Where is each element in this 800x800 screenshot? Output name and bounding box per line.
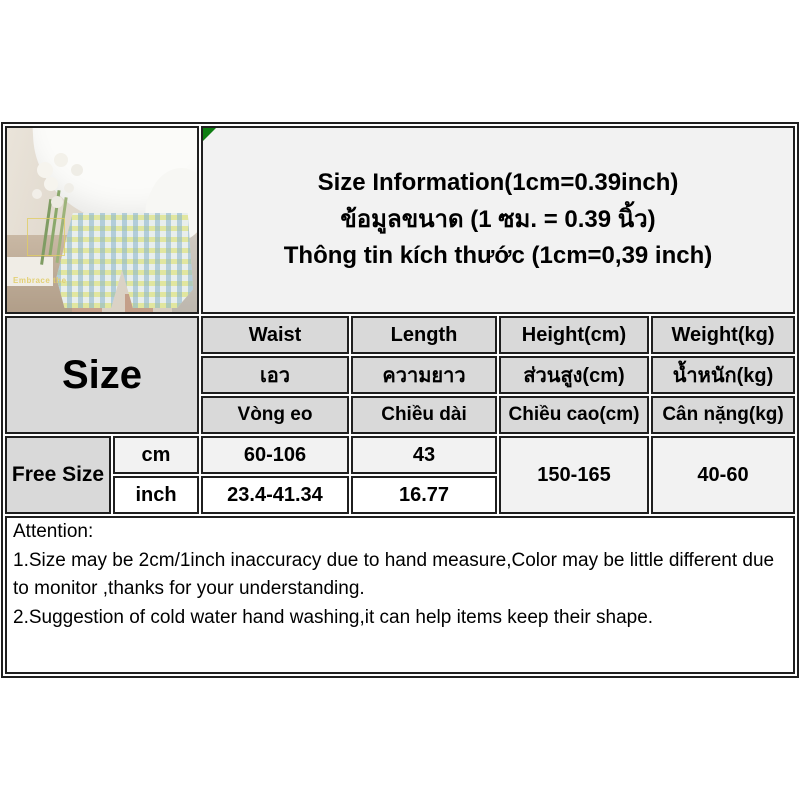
- header-height-en: Height(cm): [499, 316, 649, 354]
- photo-title-row: Embrace the Size Information(1cm=0.39inc…: [5, 126, 796, 314]
- header-waist-th: เอว: [201, 356, 349, 394]
- product-photo-cell: Embrace the: [5, 126, 199, 314]
- header-length-th: ความยาว: [351, 356, 497, 394]
- header-row-vietnamese: Vòng eo Chiều dài Chiều cao(cm) Cân nặng…: [5, 396, 796, 434]
- header-height-vi: Chiều cao(cm): [499, 396, 649, 434]
- header-row-thai: เอว ความยาว ส่วนสูง(cm) น้ำหนัก(kg): [5, 356, 796, 394]
- title-thai: ข้อมูลขนาด (1 ซม. = 0.39 นิ้ว): [340, 205, 656, 233]
- data-row-inch: inch 23.4-41.34 16.77: [5, 476, 795, 514]
- unit-inch-label: inch: [113, 476, 199, 514]
- attention-note: Attention: 1.Size may be 2cm/1inch inacc…: [5, 516, 796, 674]
- header-weight-vi: Cân nặng(kg): [651, 396, 796, 434]
- waist-inch-value: 23.4-41.34: [201, 476, 349, 514]
- size-corner-label: Size: [5, 316, 199, 434]
- attention-heading: Attention:: [13, 521, 94, 542]
- header-weight-th: น้ำหนัก(kg): [651, 356, 796, 394]
- size-chart-sheet: Embrace the Size Information(1cm=0.39inc…: [1, 122, 800, 678]
- header-length-en: Length: [351, 316, 497, 354]
- free-size-label: Free Size: [5, 436, 111, 514]
- title-cell: Size Information(1cm=0.39inch) ข้อมูลขนา…: [201, 126, 796, 314]
- photo-flowers: [37, 162, 53, 178]
- header-waist-vi: Vòng eo: [201, 396, 349, 434]
- title-english: Size Information(1cm=0.39inch): [317, 168, 679, 196]
- weight-range-value: 40-60: [651, 436, 796, 514]
- header-length-vi: Chiều dài: [351, 396, 497, 434]
- photo-watermark-box: [27, 218, 65, 256]
- height-range-value: 150-165: [499, 436, 649, 514]
- attention-line1: 1.Size may be 2cm/1inch inaccuracy due t…: [13, 549, 775, 600]
- header-waist-en: Waist: [201, 316, 349, 354]
- header-weight-en: Weight(kg): [651, 316, 796, 354]
- title-vietnamese: Thông tin kích thước (1cm=0,39 inch): [283, 242, 713, 270]
- header-row-english: Size Waist Length Height(cm) Weight(kg): [5, 316, 796, 434]
- data-row-cm: Free Size cm 60-106 43 150-165 40-60: [5, 436, 796, 514]
- attention-line2: 2.Suggestion of cold water hand washing,…: [13, 606, 654, 628]
- length-inch-value: 16.77: [351, 476, 497, 514]
- waist-cm-value: 60-106: [201, 436, 349, 474]
- length-cm-value: 43: [351, 436, 497, 474]
- photo-table-surface: [7, 256, 53, 287]
- attention-row: Attention: 1.Size may be 2cm/1inch inacc…: [5, 516, 796, 674]
- photo-watermark-text: Embrace the: [13, 276, 67, 285]
- product-photo: Embrace the: [7, 128, 197, 312]
- size-chart-table: Embrace the Size Information(1cm=0.39inc…: [1, 122, 800, 678]
- header-height-th: ส่วนสูง(cm): [499, 356, 649, 394]
- green-corner-flag-icon: [203, 128, 216, 141]
- unit-cm-label: cm: [113, 436, 199, 474]
